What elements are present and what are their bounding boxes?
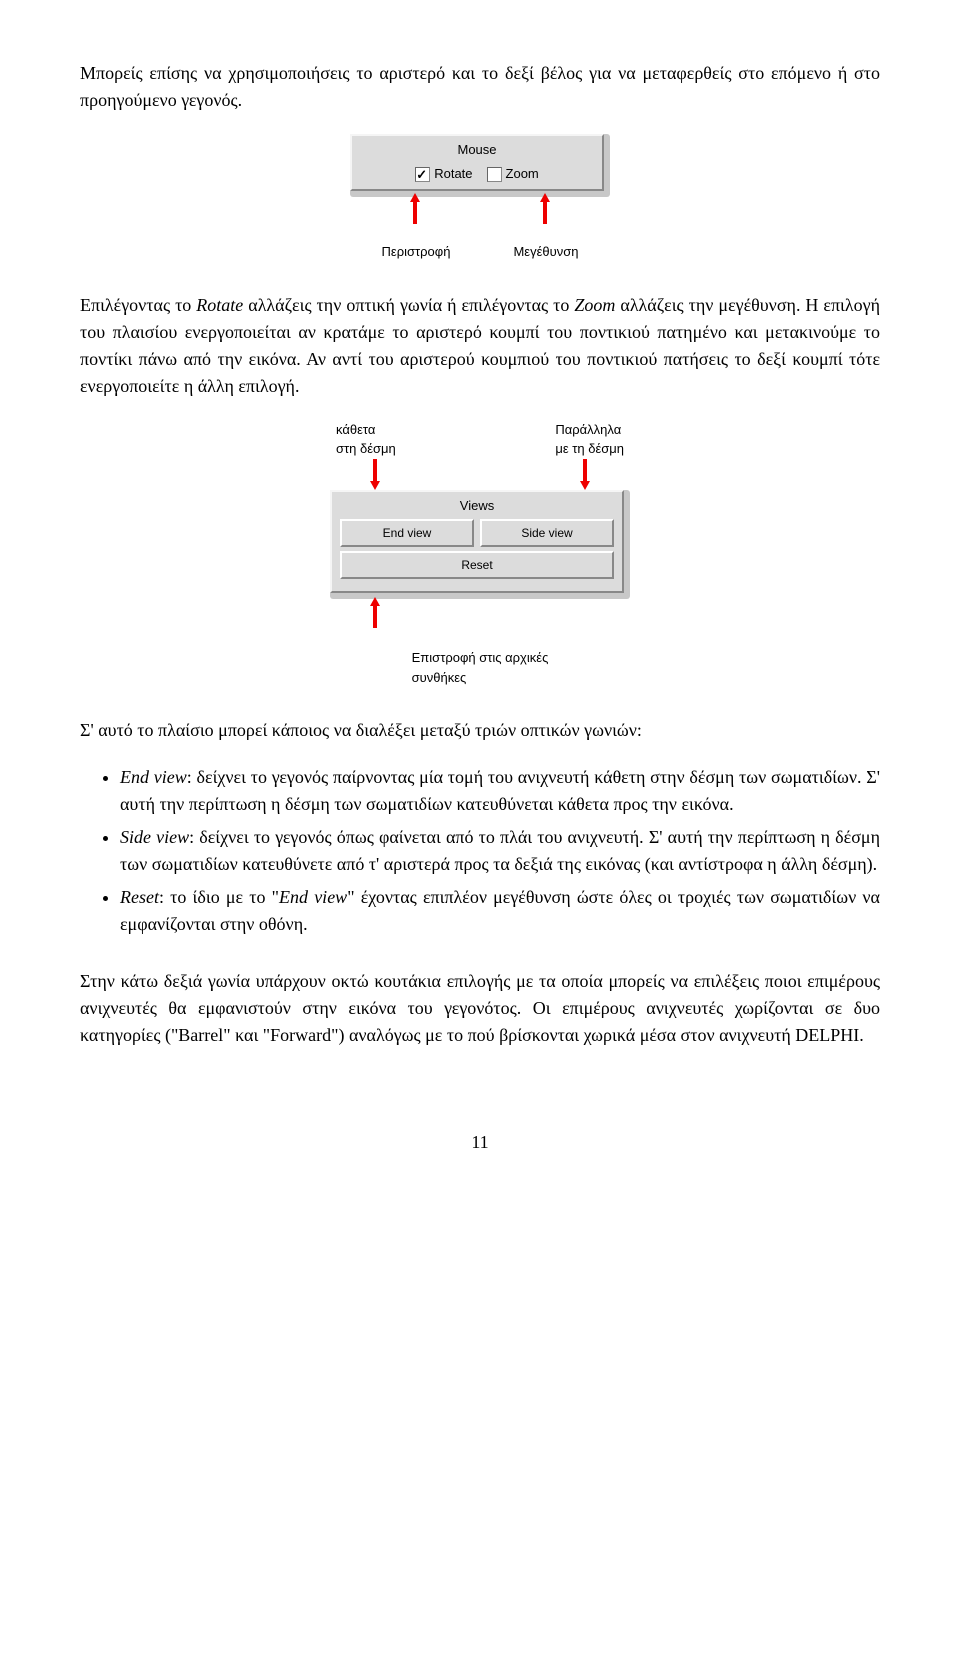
rotate-checkbox[interactable] [415,167,430,182]
side-view-button[interactable]: Side view [480,519,614,547]
paragraph-4: Στην κάτω δεξιά γωνία υπάρχουν οκτώ κουτ… [80,968,880,1049]
mouse-panel: Mouse Rotate Zoom [350,134,604,191]
paragraph-2: Επιλέγοντας το Rotate αλλάζεις την οπτικ… [80,292,880,400]
list-item: End view: δείχνει το γεγονός παίρνοντας … [120,764,880,818]
list-item: Side view: δείχνει το γεγονός όπως φαίνε… [120,824,880,878]
figure-views: κάθετα στη δέσμη Παράλληλα με τη δέσμη V… [80,420,880,688]
views-bottom-label: Επιστροφή στις αρχικές συνθήκες [412,648,549,687]
arrow-rotate-icon [410,193,420,224]
reset-button[interactable]: Reset [340,551,614,579]
views-top-arrows [330,459,630,490]
mouse-arrows [350,193,610,224]
rotate-checkbox-group[interactable]: Rotate [415,164,472,184]
views-panel: Views End view Side view Reset [330,490,624,594]
views-top-right-label: Παράλληλα με τη δέσμη [555,420,624,459]
paragraph-3: Σ' αυτό το πλαίσιο μπορεί κάποιος να δια… [80,717,880,744]
arrow-reset-icon [370,597,380,628]
zoom-checkbox[interactable] [487,167,502,182]
arrow-zoom-icon [540,193,550,224]
end-view-button[interactable]: End view [340,519,474,547]
bullet-list: End view: δείχνει το γεγονός παίρνοντας … [80,764,880,938]
mouse-panel-title: Mouse [358,140,596,160]
arrow-end-view-icon [370,459,380,490]
paragraph-1: Μπορείς επίσης να χρησιμοποιήσεις το αρι… [80,60,880,114]
page-number: 11 [80,1129,880,1156]
figure-mouse: Mouse Rotate Zoom Περιστροφή Μεγέθυνση [80,134,880,262]
views-panel-title: Views [340,496,614,516]
zoom-label: Zoom [506,166,539,181]
greek-zoom-label: Μεγέθυνση [513,242,578,262]
arrow-side-view-icon [580,459,590,490]
views-top-left-label: κάθετα στη δέσμη [336,420,396,459]
zoom-checkbox-group[interactable]: Zoom [487,164,539,184]
rotate-label: Rotate [434,166,472,181]
greek-rotate-label: Περιστροφή [382,242,451,262]
list-item: Reset: το ίδιο με το "End view" έχοντας … [120,884,880,938]
